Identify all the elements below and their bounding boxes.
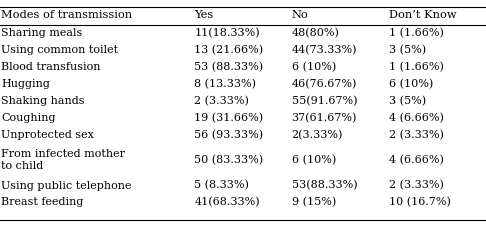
Text: 44(73.33%): 44(73.33%) <box>292 45 357 55</box>
Text: 50 (83.33%): 50 (83.33%) <box>194 155 263 165</box>
Text: 5 (8.33%): 5 (8.33%) <box>194 180 249 191</box>
Text: Using public telephone: Using public telephone <box>1 180 132 190</box>
Text: 9 (15%): 9 (15%) <box>292 197 336 208</box>
Text: Blood transfusion: Blood transfusion <box>1 62 101 72</box>
Text: 53 (88.33%): 53 (88.33%) <box>194 62 263 72</box>
Text: Shaking hands: Shaking hands <box>1 96 85 106</box>
Text: 2(3.33%): 2(3.33%) <box>292 130 343 140</box>
Text: From infected mother
to child: From infected mother to child <box>1 149 125 171</box>
Text: 4 (6.66%): 4 (6.66%) <box>389 113 444 123</box>
Text: 48(80%): 48(80%) <box>292 28 340 38</box>
Text: 3 (5%): 3 (5%) <box>389 96 426 106</box>
Text: Yes: Yes <box>194 11 214 21</box>
Text: Breast feeding: Breast feeding <box>1 197 83 208</box>
Text: 11(18.33%): 11(18.33%) <box>194 28 260 38</box>
Text: 10 (16.7%): 10 (16.7%) <box>389 197 451 208</box>
Text: 56 (93.33%): 56 (93.33%) <box>194 130 263 140</box>
Text: 2 (3.33%): 2 (3.33%) <box>389 130 444 140</box>
Text: 13 (21.66%): 13 (21.66%) <box>194 45 263 55</box>
Text: Modes of transmission: Modes of transmission <box>1 11 132 21</box>
Text: Sharing meals: Sharing meals <box>1 28 82 38</box>
Text: 6 (10%): 6 (10%) <box>389 79 433 89</box>
Text: Hugging: Hugging <box>1 79 50 89</box>
Text: 6 (10%): 6 (10%) <box>292 62 336 72</box>
Text: Coughing: Coughing <box>1 113 55 123</box>
Text: 2 (3.33%): 2 (3.33%) <box>194 96 249 106</box>
Text: Unprotected sex: Unprotected sex <box>1 130 94 140</box>
Text: 1 (1.66%): 1 (1.66%) <box>389 28 444 38</box>
Text: 3 (5%): 3 (5%) <box>389 45 426 55</box>
Text: 41(68.33%): 41(68.33%) <box>194 197 260 208</box>
Text: 1 (1.66%): 1 (1.66%) <box>389 62 444 72</box>
Text: 19 (31.66%): 19 (31.66%) <box>194 113 263 123</box>
Text: 46(76.67%): 46(76.67%) <box>292 79 357 89</box>
Text: Don’t Know: Don’t Know <box>389 11 456 21</box>
Text: 55(91.67%): 55(91.67%) <box>292 96 357 106</box>
Text: No: No <box>292 11 308 21</box>
Text: Using common toilet: Using common toilet <box>1 45 118 55</box>
Text: 2 (3.33%): 2 (3.33%) <box>389 180 444 191</box>
Text: 37(61.67%): 37(61.67%) <box>292 113 357 123</box>
Text: 53(88.33%): 53(88.33%) <box>292 180 357 191</box>
Text: 4 (6.66%): 4 (6.66%) <box>389 155 444 165</box>
Text: 8 (13.33%): 8 (13.33%) <box>194 79 257 89</box>
Text: 6 (10%): 6 (10%) <box>292 155 336 165</box>
